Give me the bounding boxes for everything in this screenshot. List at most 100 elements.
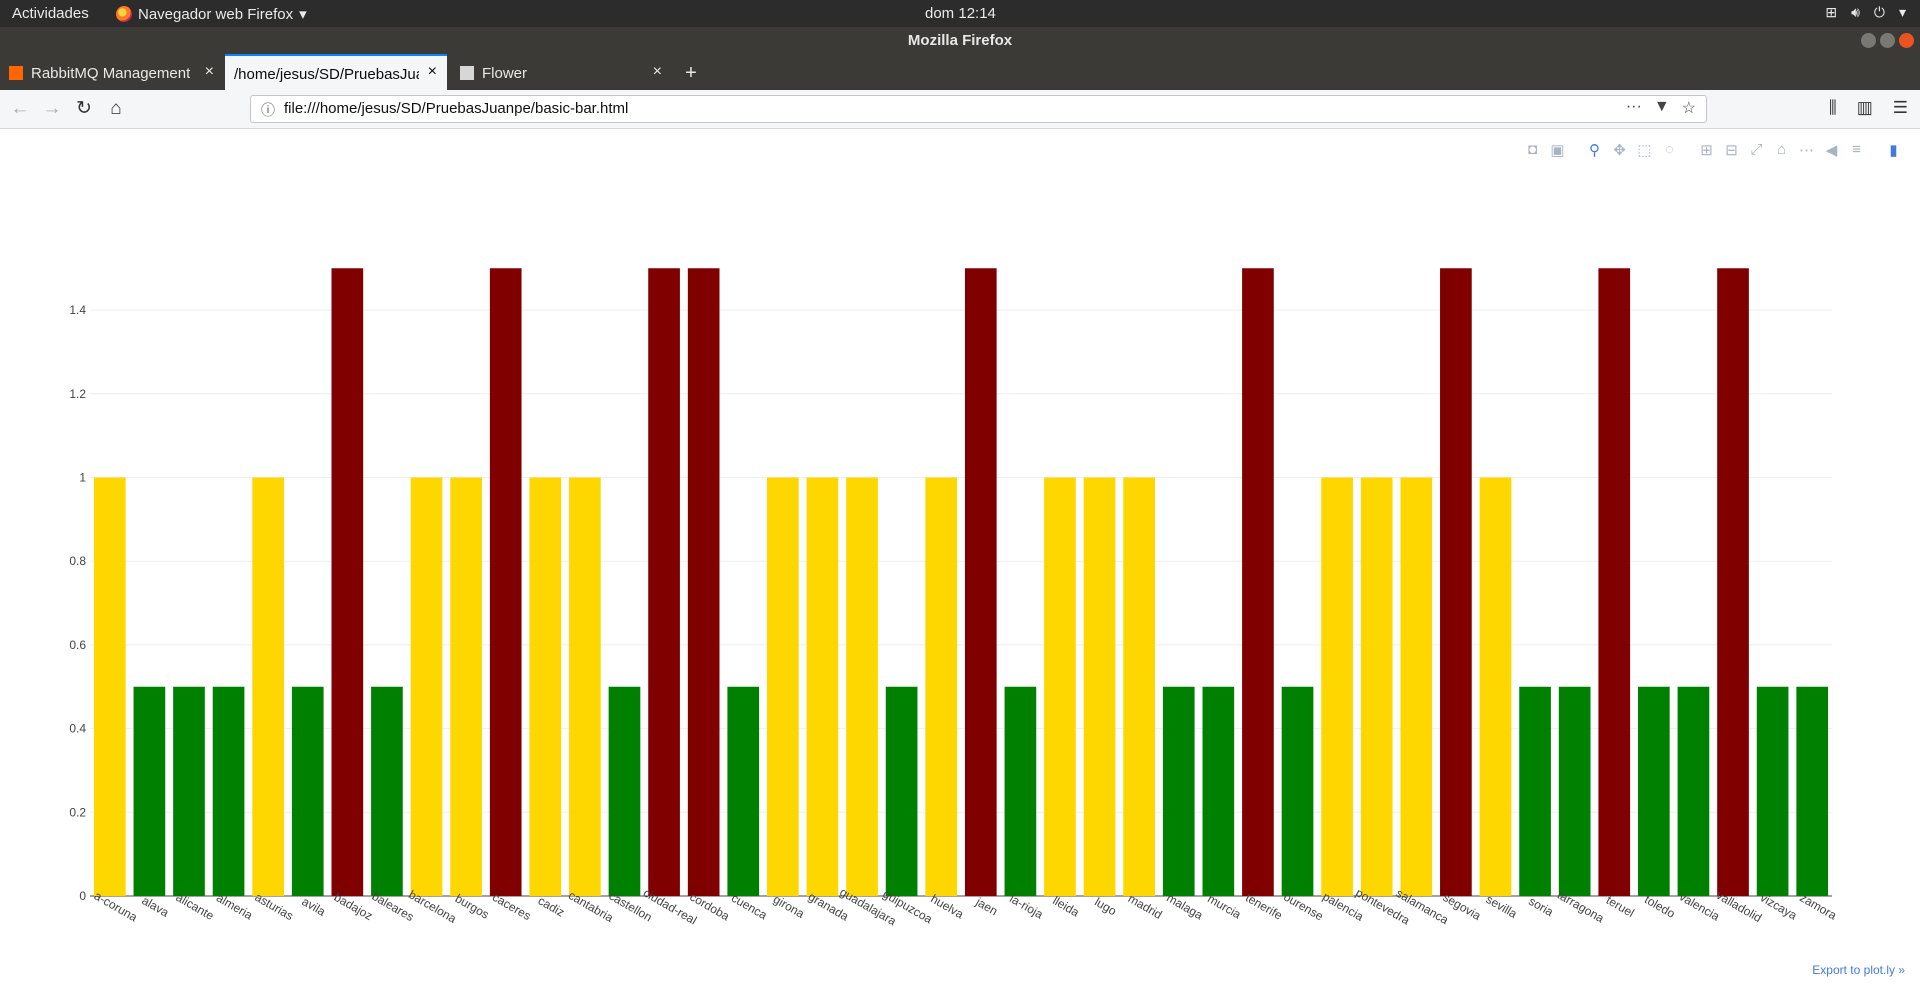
bar-ciudad-real[interactable] (648, 268, 680, 896)
library-icon[interactable]: ⫼ (1828, 98, 1837, 117)
tab-rabbitmq[interactable]: RabbitMQ Management × (0, 56, 224, 90)
bar-a-coruna[interactable] (93, 477, 126, 897)
url-bar[interactable]: ⓘ file:///home/jesus/SD/PruebasJuanpe/ba… (250, 95, 1707, 123)
bar-toledo[interactable] (1638, 686, 1670, 896)
bar-guipuzcoa[interactable] (885, 686, 918, 896)
box-select-icon[interactable]: ⬚ (1637, 142, 1652, 159)
system-tray[interactable]: ⊞ 🔊︎ ⏻ ▾ (1825, 4, 1906, 21)
bar-soria[interactable] (1519, 686, 1551, 896)
bar-castellon[interactable] (608, 686, 641, 896)
zoom-icon[interactable]: ⚲ (1589, 142, 1600, 159)
bar-granada[interactable] (806, 477, 839, 897)
url-text[interactable]: file:///home/jesus/SD/PruebasJuanpe/basi… (284, 100, 629, 117)
bar-girona[interactable] (767, 477, 799, 897)
bar-caceres[interactable] (489, 268, 522, 896)
bar-madrid[interactable] (1123, 477, 1155, 897)
tab-flower[interactable]: Flower × (452, 56, 672, 90)
reload-button[interactable]: ↻ (76, 98, 92, 119)
bar-jaen[interactable] (964, 268, 997, 896)
bar-barcelona[interactable] (410, 477, 443, 897)
app-menu-label: Navegador web Firefox (138, 5, 294, 23)
bar-tenerife[interactable] (1242, 268, 1274, 896)
x-tick-label: toledo (1642, 892, 1678, 921)
autoscale-icon[interactable]: ⤢ (1750, 141, 1763, 158)
bar-lleida[interactable] (1044, 477, 1076, 897)
bar-badajoz[interactable] (331, 268, 364, 896)
bar-pontevedra[interactable] (1360, 477, 1393, 897)
bar-murcia[interactable] (1202, 686, 1235, 896)
chevron-down-icon[interactable]: ▾ (1898, 4, 1906, 20)
bar-teruel[interactable] (1598, 268, 1631, 896)
bar-huelva[interactable] (925, 477, 958, 897)
back-button[interactable]: ← (10, 98, 30, 119)
tab-basic-bar[interactable]: /home/jesus/SD/PruebasJuanpe/basic-bar.h… (225, 54, 447, 92)
bar-burgos[interactable] (450, 477, 482, 897)
app-menu[interactable]: Navegador web Firefox ▾ (116, 5, 307, 23)
bar-baleares[interactable] (371, 686, 403, 896)
maximize-button[interactable] (1880, 33, 1895, 48)
close-window-button[interactable] (1899, 33, 1914, 48)
bar-cantabria[interactable] (569, 477, 601, 897)
bookmark-star-icon[interactable]: ☆ (1681, 100, 1696, 117)
volume-icon[interactable]: 🔊︎ (1851, 4, 1860, 20)
forward-button[interactable]: → (42, 98, 62, 119)
firefox-icon (116, 6, 132, 22)
bar-almeria[interactable] (212, 686, 245, 896)
spike-lines-icon[interactable]: ⋯ (1799, 142, 1814, 159)
pocket-icon[interactable]: ▼ (1653, 98, 1670, 115)
bar-lugo[interactable] (1083, 477, 1116, 897)
bar-segovia[interactable] (1440, 268, 1472, 896)
bar-chart: 00.20.40.60.811.21.4 a-coruna alava alican… (69, 268, 1839, 928)
window-title-bar: Mozilla Firefox (0, 27, 1920, 54)
bar-alicante[interactable] (173, 686, 205, 896)
camera-icon[interactable]: ◘ (1527, 141, 1538, 158)
pan-icon[interactable]: ✥ (1613, 142, 1626, 159)
clock[interactable]: dom 12:14 (925, 5, 996, 22)
plotly-modebar: ◘ ▣ ⚲ ✥ ⬚ ◌ ⊞ ⊟ ⤢ ⌂ ⋯ ◀ ≡ ▮ (1524, 141, 1902, 159)
close-tab-icon[interactable]: × (427, 63, 437, 80)
bar-cuenca[interactable] (727, 686, 760, 896)
system-top-bar: Actividades Navegador web Firefox ▾ dom … (0, 0, 1920, 27)
new-tab-button[interactable]: + (685, 61, 697, 84)
activities-button[interactable]: Actividades (12, 5, 89, 22)
bar-salamanca[interactable] (1400, 477, 1433, 897)
close-tab-icon[interactable]: × (652, 63, 662, 80)
bar-valladolid[interactable] (1717, 268, 1749, 896)
bar-malaga[interactable] (1162, 686, 1195, 896)
bar-zamora[interactable] (1796, 686, 1829, 896)
y-axis-labels: 0 0.2 0.4 0.6 0.8 1 1.2 1.4 (69, 303, 86, 903)
bar-la-rioja[interactable] (1004, 686, 1037, 896)
power-icon[interactable]: ⏻ (1873, 4, 1885, 20)
bar-guadalajara[interactable] (846, 477, 878, 897)
bar-tarragona[interactable] (1558, 686, 1591, 896)
bar-ourense[interactable] (1281, 686, 1314, 896)
zoom-out-icon[interactable]: ⊟ (1725, 142, 1738, 159)
bar-asturias[interactable] (252, 477, 284, 897)
zoom-in-icon[interactable]: ⊞ (1700, 142, 1713, 159)
bar-vizcaya[interactable] (1756, 686, 1789, 896)
bar-sevilla[interactable] (1479, 477, 1512, 897)
x-tick-label: alava (139, 893, 171, 920)
export-to-plotly-link[interactable]: Export to plot.ly » (1812, 963, 1905, 977)
x-tick-label: lugo (1092, 895, 1119, 919)
minimize-button[interactable] (1861, 33, 1876, 48)
home-button[interactable]: ⌂ (110, 98, 122, 119)
bar-valencia[interactable] (1677, 686, 1710, 896)
page-actions-icon[interactable]: ··· (1625, 98, 1642, 115)
bar-cadiz[interactable] (529, 477, 562, 897)
sidebar-icon[interactable]: ▥ (1856, 98, 1873, 117)
bar-avila[interactable] (291, 686, 324, 896)
bar-alava[interactable] (133, 686, 166, 896)
save-icon[interactable]: ▣ (1550, 142, 1565, 159)
hover-closest-icon[interactable]: ◀ (1825, 142, 1838, 159)
network-icon[interactable]: ⊞ (1825, 4, 1838, 20)
reset-axes-icon[interactable]: ⌂ (1776, 141, 1787, 158)
menu-icon[interactable]: ☰ (1892, 98, 1908, 117)
close-tab-icon[interactable]: × (204, 63, 214, 80)
bar-cordoba[interactable] (687, 268, 720, 896)
hover-compare-icon[interactable]: ≡ (1852, 141, 1861, 158)
bar-palencia[interactable] (1321, 477, 1353, 897)
lasso-icon[interactable]: ◌ (1665, 141, 1674, 158)
info-icon[interactable]: ⓘ (261, 102, 275, 118)
plotly-logo-icon[interactable]: ▮ (1889, 142, 1898, 159)
